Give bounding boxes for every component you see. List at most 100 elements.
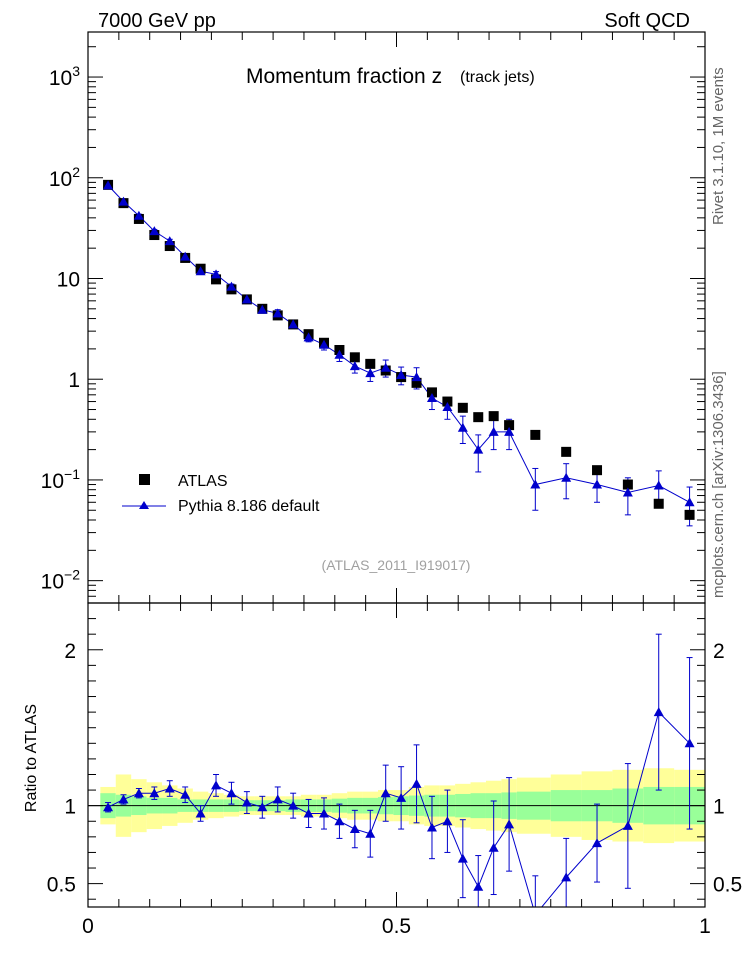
atlas-point	[365, 358, 376, 369]
ratio-plot-data	[103, 633, 695, 907]
atlas-point	[457, 402, 468, 413]
pythia-point	[164, 236, 175, 246]
atlas-point	[488, 411, 499, 422]
pythia-point	[561, 472, 572, 482]
main-y-tick-label: 10	[57, 268, 80, 291]
ratio-point	[592, 838, 603, 848]
pythia-point	[103, 180, 114, 190]
ratio-point	[561, 872, 572, 882]
ratio-point	[272, 794, 283, 804]
chart-title: Momentum fraction z	[246, 65, 442, 88]
atlas-point	[473, 412, 484, 423]
ratio-point	[164, 783, 175, 793]
pythia-point	[411, 372, 422, 382]
main-axis-ticks: 10−2 10−1 1 10 102 103	[41, 46, 705, 604]
mcplots-label: mcplots.cern.ch [arXiv:1306.3436]	[710, 371, 727, 598]
header-left: 7000 GeV pp	[98, 10, 216, 32]
main-y-tick-label: 1	[68, 369, 80, 392]
pythia-line	[107, 185, 690, 503]
ratio-point	[288, 800, 299, 810]
ratio-point	[488, 842, 499, 852]
pythia-point	[380, 362, 391, 372]
main-plot-frame	[87, 31, 706, 604]
ratio-point	[684, 738, 695, 748]
ratio-point	[622, 820, 633, 830]
ratio-y-tick-label-left: 0.5	[47, 874, 76, 897]
main-y-tick-label: 103	[49, 63, 80, 90]
ratio-clipped-group	[103, 633, 695, 907]
ratio-point	[426, 822, 437, 832]
atlas-point	[426, 387, 437, 398]
ratio-y-tick-label-left: 2	[64, 640, 76, 663]
main-plot-data	[103, 179, 695, 527]
pythia-point	[195, 266, 206, 276]
pythia-point	[457, 422, 468, 432]
pythia-point	[488, 426, 499, 436]
ratio-point	[180, 789, 191, 799]
pythia-point	[180, 251, 191, 261]
ratio-point	[334, 816, 345, 826]
atlas-point	[164, 241, 175, 252]
ratio-point	[103, 802, 114, 812]
legend-pythia-marker	[139, 501, 149, 509]
pythia-point	[426, 393, 437, 403]
atlas-point	[349, 352, 360, 363]
header-right: Soft QCD	[604, 10, 690, 32]
pythia-point	[653, 480, 664, 490]
atlas-point	[211, 274, 222, 285]
ratio-point	[211, 780, 222, 790]
ratio-point	[411, 778, 422, 788]
pythia-point	[592, 479, 603, 489]
pythia-point	[334, 349, 345, 359]
main-y-tick-label: 10−2	[41, 567, 81, 594]
atlas-point	[411, 377, 422, 388]
ratio-axis-ticks: 0.5 0.5 1 1 2 2	[47, 618, 742, 900]
ratio-y-tick-label-right: 0.5	[713, 874, 742, 897]
pythia-point	[149, 226, 160, 236]
main-y-tick-label: 10−1	[41, 466, 81, 493]
ratio-point	[504, 819, 515, 829]
ratio-point	[303, 808, 314, 818]
ratio-y-tick-label-right: 1	[713, 796, 725, 819]
ratio-point	[241, 797, 252, 807]
pythia-point	[504, 426, 515, 436]
ratio-point	[118, 794, 129, 804]
ratio-y-tick-label-left: 1	[64, 796, 76, 819]
main-y-tick-label: 102	[49, 164, 80, 191]
legend-atlas-marker	[139, 474, 150, 485]
pythia-point	[288, 319, 299, 329]
pythia-point	[473, 444, 484, 454]
ratio-point	[365, 828, 376, 838]
atlas-point	[653, 498, 664, 509]
pythia-point	[442, 401, 453, 411]
pythia-point	[530, 479, 541, 489]
ratio-point	[149, 788, 160, 798]
legend-atlas-label: ATLAS	[178, 473, 228, 490]
ratio-y-tick-label-right: 2	[713, 640, 725, 663]
legend: ATLAS Pythia 8.186 default	[122, 473, 320, 515]
x-tick-label: 1	[699, 915, 711, 938]
atlas-point	[684, 509, 695, 520]
ratio-point	[133, 788, 144, 798]
x-tick-label: 0	[82, 915, 94, 938]
pythia-point	[303, 332, 314, 342]
ratio-point	[349, 824, 360, 834]
pythia-point	[257, 304, 268, 314]
pythia-point	[272, 308, 283, 318]
pythia-point	[241, 294, 252, 304]
ratio-point	[457, 853, 468, 863]
x-axis-ticks: 0 0.5 1	[82, 32, 711, 938]
pythia-point	[211, 269, 222, 279]
atlas-point	[561, 446, 572, 457]
pythia-point	[622, 487, 633, 497]
ratio-point	[195, 808, 206, 818]
pythia-point	[365, 368, 376, 378]
ratio-point	[226, 788, 237, 798]
pythia-point	[319, 339, 330, 349]
ratio-point	[396, 792, 407, 802]
pythia-point	[226, 281, 237, 291]
atlas-point	[442, 396, 453, 407]
atlas-point	[622, 479, 633, 490]
ratio-point	[442, 816, 453, 826]
